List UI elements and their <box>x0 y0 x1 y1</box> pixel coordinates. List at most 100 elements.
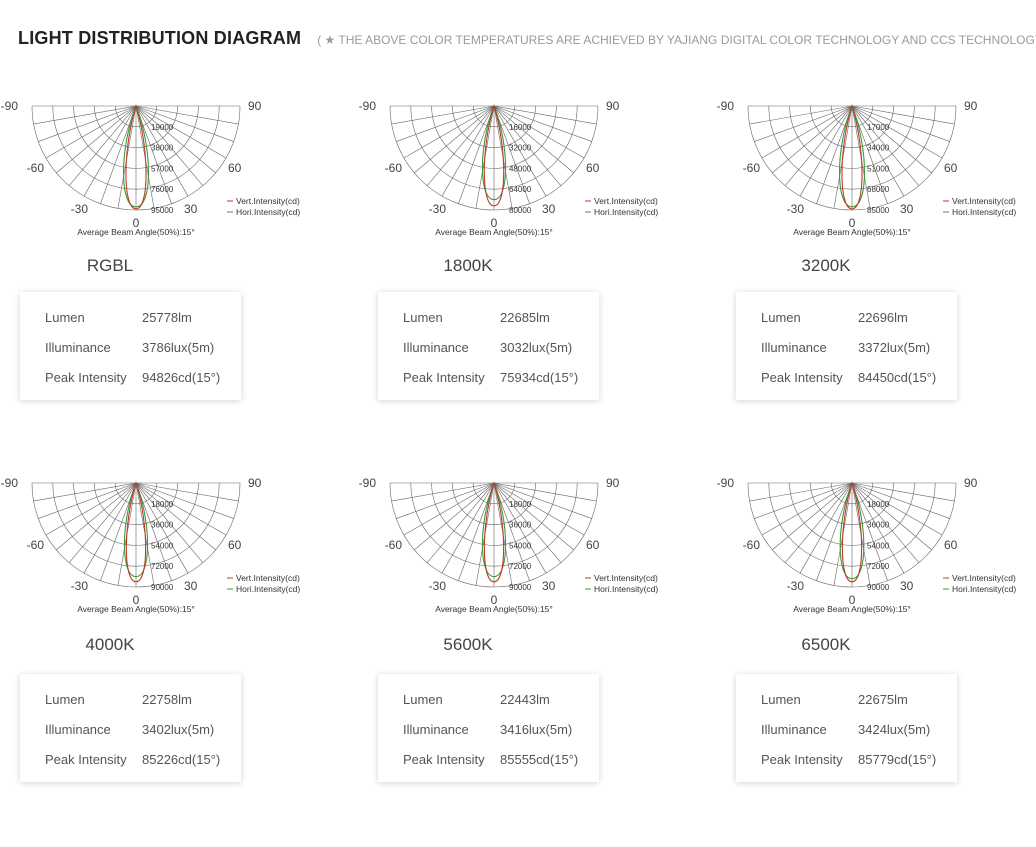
distribution-panel: -90 -60 -30 0 30 60 90 18000 36000 54000 72000 9000… <box>0 467 340 847</box>
grid-spoke <box>493 482 574 551</box>
angle-label: 60 <box>944 538 958 552</box>
grid-spoke <box>396 482 495 519</box>
angle-label: 90 <box>964 99 978 113</box>
spec-value: 22758lm <box>142 692 192 707</box>
spec-label: Lumen <box>761 692 801 707</box>
grid-spoke <box>135 482 227 536</box>
angle-label: 60 <box>586 538 600 552</box>
ring-value-label: 18000 <box>509 500 532 509</box>
grid-spoke <box>68 482 137 563</box>
spec-label: Illuminance <box>45 722 111 737</box>
angle-label: -90 <box>1 99 19 113</box>
spec-row-lumen: Lumen 25778lm <box>45 310 192 325</box>
ring-value-label: 36000 <box>867 521 890 530</box>
grid-spoke <box>772 105 853 174</box>
ring-value-label: 76000 <box>151 185 174 194</box>
angle-label: 30 <box>900 579 914 593</box>
spec-label: Illuminance <box>761 340 827 355</box>
grid-spoke <box>851 105 932 174</box>
angle-label: -60 <box>385 161 403 175</box>
vertical-intensity-curve <box>125 104 147 210</box>
ring-value-label: 68000 <box>867 185 890 194</box>
grid-spoke <box>38 105 137 142</box>
grid-spoke <box>135 105 204 186</box>
grid-spoke <box>493 105 597 125</box>
angle-label: -30 <box>787 202 805 216</box>
ring-value-label: 90000 <box>867 583 890 592</box>
ring-value-label: 90000 <box>151 583 174 592</box>
ring-value-label: 34000 <box>867 144 890 153</box>
grid-spoke <box>851 105 955 125</box>
grid-spoke <box>493 482 562 563</box>
grid-spoke <box>135 105 189 197</box>
grid-spoke <box>851 482 920 563</box>
spec-row-illuminance: Illuminance 3416lux(5m) <box>403 722 572 737</box>
angle-label: 0 <box>133 593 140 607</box>
spec-row-peak: Peak Intensity 94826cd(15°) <box>45 370 220 385</box>
spec-value: 3424lux(5m) <box>858 722 931 737</box>
beam-angle-caption: Average Beam Angle(50%):15° <box>793 604 911 614</box>
ring-value-label: 72000 <box>867 562 890 571</box>
grid-spoke <box>414 482 495 551</box>
polar-diagram: -90 -60 -30 0 30 60 90 16000 32000 48000 64000 8000… <box>359 99 659 237</box>
angle-label: -30 <box>71 579 89 593</box>
spec-label: Lumen <box>403 692 443 707</box>
ring-value-label: 54000 <box>867 541 890 550</box>
polar-grid <box>747 482 957 588</box>
grid-spoke <box>493 482 597 502</box>
spec-value: 85555cd(15°) <box>500 752 579 767</box>
spec-row-illuminance: Illuminance 3372lux(5m) <box>761 340 930 355</box>
polar-diagram: -90 -60 -30 0 30 60 90 18000 36000 54000 72000 9000… <box>359 476 659 614</box>
angle-label: 60 <box>228 538 242 552</box>
model-name: 1800K <box>443 256 493 275</box>
legend-label-vertical: Vert.Intensity(cd) <box>594 573 658 583</box>
angle-label: 0 <box>849 216 856 230</box>
ring-value-label: 72000 <box>509 562 532 571</box>
grid-spoke <box>135 105 227 159</box>
angle-label: -60 <box>385 538 403 552</box>
spec-label: Lumen <box>761 310 801 325</box>
grid-spoke <box>749 105 853 125</box>
horizontal-intensity-curve <box>123 481 149 578</box>
polar-diagram: -90 -60 -30 0 30 60 90 19000 38000 57000 76000 9500… <box>1 99 301 237</box>
grid-spoke <box>403 482 495 536</box>
grid-spoke <box>414 105 495 174</box>
grid-spoke <box>396 105 495 142</box>
spec-value: 85779cd(15°) <box>858 752 937 767</box>
spec-value: 75934cd(15°) <box>500 370 579 385</box>
spec-row-peak: Peak Intensity 85779cd(15°) <box>761 752 936 767</box>
grid-spoke <box>135 482 204 563</box>
angle-label: 0 <box>133 216 140 230</box>
spec-row-illuminance: Illuminance 3402lux(5m) <box>45 722 214 737</box>
spec-value: 3032lux(5m) <box>500 340 573 355</box>
angle-label: -60 <box>743 538 761 552</box>
legend-label-horizontal: Hori.Intensity(cd) <box>952 207 1016 217</box>
grid-spoke <box>493 105 547 197</box>
grid-spoke <box>68 105 137 186</box>
angle-label: 30 <box>184 202 198 216</box>
model-name: 5600K <box>443 635 493 654</box>
legend: Vert.Intensity(cd)Hori.Intensity(cd) <box>227 573 300 594</box>
angle-label: 90 <box>248 476 262 490</box>
grid-spoke <box>33 482 137 502</box>
ring-value-label: 19000 <box>151 123 174 132</box>
ring-value-label: 54000 <box>509 541 532 550</box>
angle-label: -60 <box>743 161 761 175</box>
angle-label: -30 <box>429 579 447 593</box>
grid-spoke <box>784 482 853 563</box>
ring-value-label: 48000 <box>509 164 532 173</box>
grid-spoke <box>45 482 137 536</box>
grid-spoke <box>135 105 239 125</box>
grid-spoke <box>851 482 955 502</box>
spec-card: Lumen 22443lm Illuminance 3416lux(5m) Peak I… <box>378 674 599 782</box>
grid-spoke <box>754 105 853 142</box>
horizontal-intensity-curve <box>481 481 507 578</box>
grid-spoke <box>493 482 592 519</box>
vertical-intensity-curve <box>483 104 505 207</box>
angle-label: -60 <box>27 538 45 552</box>
vertical-intensity-curve <box>483 481 505 583</box>
grid-spoke <box>441 482 495 574</box>
spec-row-peak: Peak Intensity 84450cd(15°) <box>761 370 936 385</box>
angle-label: -90 <box>1 476 19 490</box>
distribution-panel: -90 -60 -30 0 30 60 90 16000 32000 48000 64000 8000… <box>358 90 698 470</box>
